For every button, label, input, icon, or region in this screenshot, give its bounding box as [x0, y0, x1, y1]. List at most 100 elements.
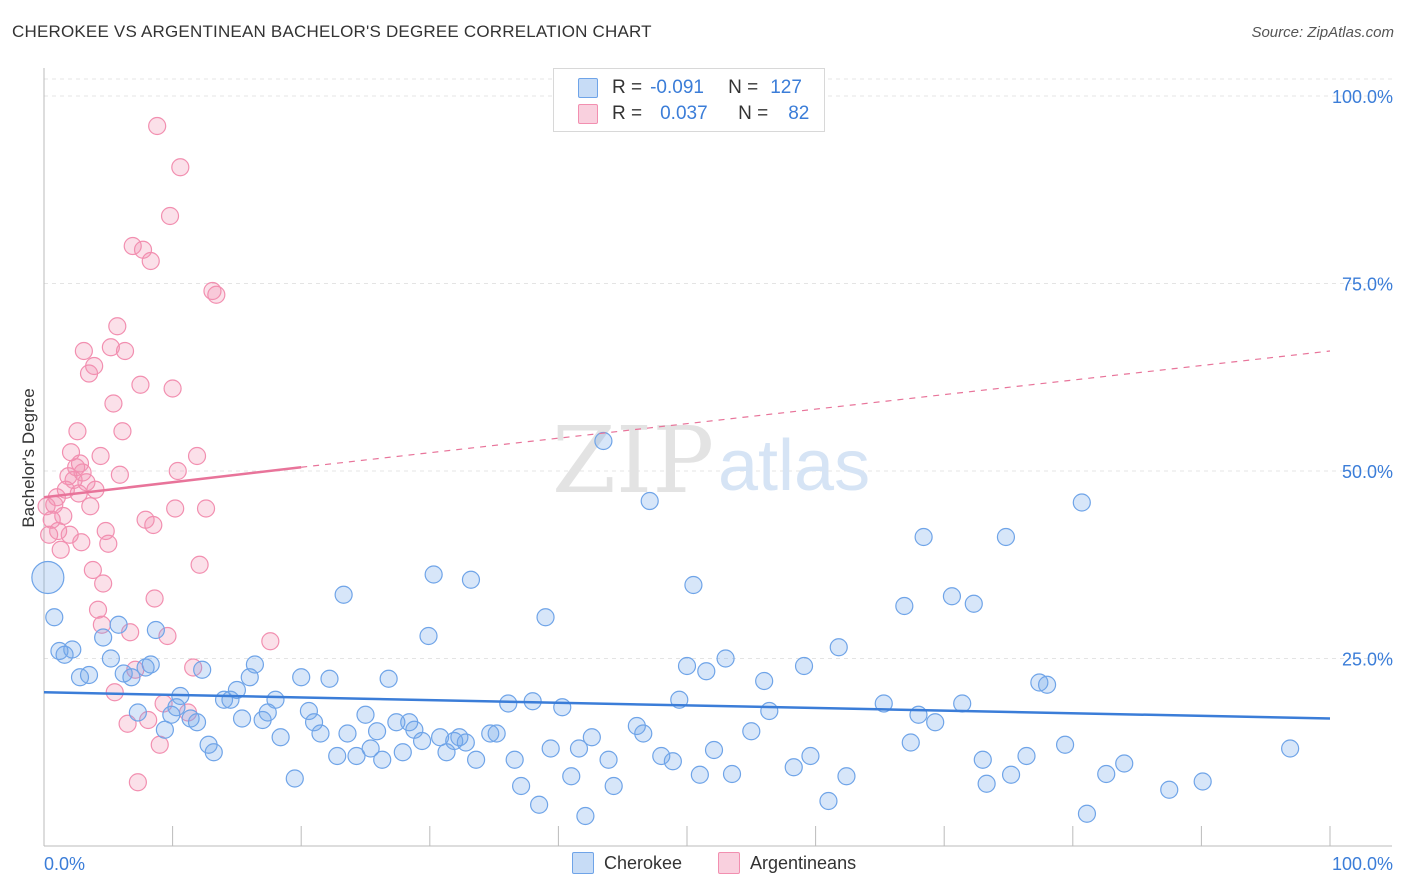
cherokee-point — [146, 620, 165, 640]
n-value: 82 — [788, 103, 810, 124]
cherokee-point — [697, 662, 716, 681]
cherokee-point — [942, 587, 962, 606]
cherokee-point — [1115, 754, 1134, 773]
argentinean-point — [163, 379, 182, 398]
y-tick-label: 100.0% — [1332, 87, 1393, 107]
argentinean-point — [144, 515, 163, 535]
cherokee-point — [334, 585, 353, 604]
cherokee-point — [505, 750, 524, 769]
legend-item-argentineans: Argentineans — [718, 852, 856, 874]
cherokee-point — [466, 750, 486, 769]
cherokee-point — [292, 668, 311, 687]
argentinean-point — [72, 533, 91, 552]
cherokee-point — [361, 739, 380, 758]
cherokee-point — [193, 660, 212, 679]
cherokee-point — [704, 740, 724, 760]
cherokee-point — [461, 570, 481, 589]
cherokee-point — [604, 776, 623, 796]
cherokee-point — [599, 750, 618, 769]
cherokee-point — [128, 703, 147, 722]
cherokee-point — [760, 701, 779, 721]
x-tick-label-end: 100.0% — [1332, 854, 1393, 874]
argentinean-point — [128, 773, 147, 792]
r-label: R = — [612, 77, 643, 98]
argentinean-point — [168, 461, 187, 481]
cherokee-point — [304, 713, 324, 732]
argentinean-point — [74, 341, 93, 361]
cherokee-point — [245, 655, 265, 674]
cherokee-point — [512, 776, 531, 796]
cherokee-point — [742, 722, 761, 741]
cherokee-point — [338, 724, 357, 743]
cherokee-point — [530, 795, 549, 814]
cherokee-point — [553, 698, 572, 717]
y-axis-label: Bachelor's Degree — [19, 388, 38, 527]
cherokee-point — [232, 709, 252, 728]
cherokee-point — [63, 640, 82, 659]
cherokee-point — [829, 638, 848, 657]
cherokee-point — [1281, 739, 1300, 758]
argentinean-point — [113, 422, 132, 441]
argentinean-point — [104, 394, 123, 413]
cherokee-point — [914, 527, 933, 547]
cherokee-point — [285, 769, 304, 788]
cherokee-point — [627, 716, 646, 736]
cherokee-point — [973, 750, 992, 769]
argentinean-point — [108, 317, 127, 336]
x-tick-label-start: 0.0% — [44, 854, 85, 874]
cherokee-point — [684, 575, 703, 595]
cherokee-point — [1072, 493, 1091, 512]
cherokee-point — [977, 774, 996, 793]
cherokee-point — [328, 746, 347, 766]
cherokee-point — [1001, 765, 1021, 784]
cherokee-legend-swatch — [572, 852, 594, 874]
cherokee-point — [716, 649, 735, 668]
cherokee-point — [167, 698, 186, 717]
argentinean-point — [54, 506, 73, 526]
cherokee-point — [801, 746, 820, 766]
stats-legend: R = -0.091 N = 127 R = 0.037 N = 82 — [553, 68, 825, 132]
argentinean-point — [171, 158, 190, 177]
argentinean-point — [115, 341, 135, 361]
cherokee-point — [122, 668, 141, 687]
cherokee-point — [690, 765, 709, 784]
argentinean-point — [51, 540, 70, 559]
cherokee-swatch — [578, 78, 598, 98]
argentinean-point — [83, 560, 102, 580]
cherokee-point — [784, 758, 803, 777]
argentinean-point — [40, 525, 59, 544]
cherokee-point — [1160, 780, 1179, 799]
source-label: Source: ZipAtlas.com — [1251, 24, 1394, 41]
argentinean-point — [99, 534, 118, 553]
argentinean-point — [207, 285, 226, 304]
y-tick-label: 25.0% — [1342, 650, 1393, 670]
cherokee-point — [187, 713, 207, 732]
chart-title: CHEROKEE VS ARGENTINEAN BACHELOR'S DEGRE… — [12, 22, 652, 41]
cherokee-point — [79, 665, 99, 685]
argentinean-point — [91, 446, 110, 466]
cherokee-point — [299, 701, 319, 721]
cherokee-point — [895, 596, 914, 616]
cherokee-point — [481, 724, 500, 743]
cherokee-point — [387, 713, 406, 732]
argentinean-point — [139, 710, 158, 730]
cherokee-trendline — [43, 691, 1331, 720]
cherokee-point — [1193, 772, 1212, 791]
argentinean-point — [261, 632, 280, 651]
argentinean-trendline — [43, 466, 302, 499]
argentineans-swatch — [578, 104, 598, 124]
argentinean-point — [160, 206, 180, 226]
cherokee-point — [663, 752, 682, 771]
y-tick-label: 75.0% — [1342, 275, 1393, 295]
cherokee-point — [45, 608, 64, 627]
cherokee-point — [424, 565, 443, 584]
argentineans-legend-label: Argentineans — [750, 852, 857, 873]
argentinean-trendline-extension — [301, 350, 1331, 468]
cherokee-point — [311, 724, 330, 743]
cherokee-point — [722, 764, 742, 784]
cherokee-point — [1097, 764, 1116, 784]
cherokee-point — [430, 728, 450, 747]
legend-row-argentineans: R = 0.037 N = 82 — [578, 101, 809, 127]
cherokee-point — [652, 746, 671, 766]
